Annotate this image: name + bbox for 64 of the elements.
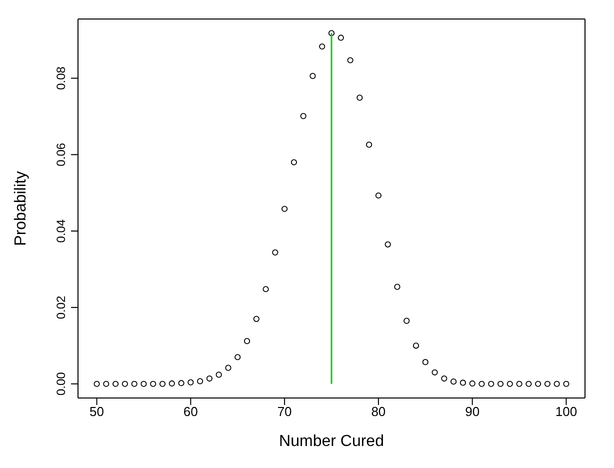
- point: [441, 375, 448, 382]
- x-axis-title: Number Cured: [279, 433, 384, 450]
- point: [112, 380, 119, 387]
- y-tick-label: 0.00: [54, 372, 68, 396]
- y-tick-label: 0.04: [54, 219, 68, 243]
- point: [122, 380, 128, 387]
- x-tick-label: 60: [183, 404, 198, 420]
- point: [94, 380, 100, 387]
- point: [338, 34, 344, 41]
- point: [216, 372, 222, 378]
- point: [366, 142, 372, 148]
- point: [432, 369, 438, 376]
- x-tick-label: 100: [555, 404, 578, 420]
- point: [103, 380, 110, 387]
- point: [460, 380, 466, 386]
- point: [150, 380, 156, 387]
- point: [310, 72, 316, 79]
- point: [375, 192, 382, 199]
- point: [272, 249, 278, 256]
- point: [469, 380, 476, 387]
- x-tick-label: 50: [90, 404, 104, 420]
- point: [168, 380, 175, 387]
- y-tick-label: 0.06: [54, 142, 68, 166]
- point: [253, 316, 260, 322]
- point: [282, 206, 288, 212]
- point: [319, 43, 326, 50]
- point: [478, 380, 485, 387]
- y-axis-title: Probability: [12, 171, 30, 246]
- point: [188, 379, 194, 386]
- point: [178, 380, 184, 386]
- point: [384, 241, 391, 248]
- point: [347, 57, 354, 64]
- point: [554, 380, 560, 387]
- point: [197, 378, 204, 384]
- point: [412, 342, 420, 349]
- point: [506, 380, 513, 387]
- point: [450, 378, 457, 385]
- point: [131, 380, 138, 387]
- point: [488, 380, 494, 387]
- y-tick-label: 0.08: [54, 66, 68, 90]
- y-tick-label: 0.02: [54, 295, 68, 320]
- point: [422, 359, 428, 366]
- point: [516, 380, 522, 387]
- point: [234, 354, 241, 360]
- x-tick-label: 80: [371, 404, 386, 420]
- point: [290, 159, 297, 166]
- point: [497, 380, 504, 387]
- point: [404, 318, 410, 324]
- point: [526, 380, 532, 387]
- point: [140, 380, 147, 387]
- point: [262, 286, 269, 292]
- point: [544, 380, 550, 387]
- point: [206, 375, 212, 382]
- point: [328, 30, 335, 36]
- point: [356, 94, 363, 101]
- point: [244, 338, 250, 344]
- point: [159, 380, 166, 387]
- x-tick-label: 70: [277, 404, 292, 420]
- point: [535, 380, 542, 387]
- point: [563, 380, 570, 387]
- point: [225, 364, 232, 371]
- point: [300, 112, 306, 120]
- point: [394, 284, 400, 290]
- x-tick-label: 90: [465, 404, 480, 420]
